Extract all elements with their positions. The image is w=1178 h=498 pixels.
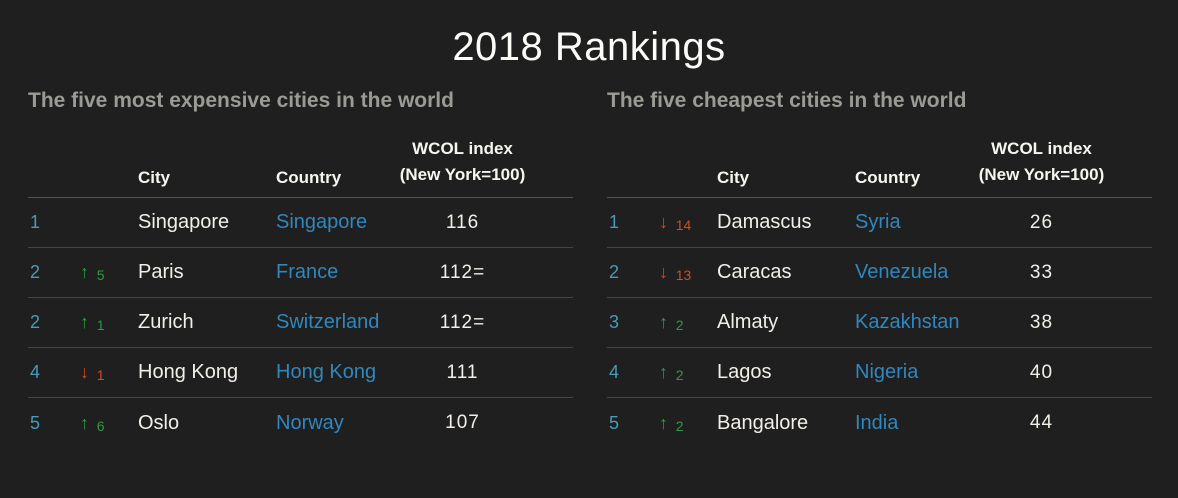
header-wcol-index-line1: WCOL index: [991, 139, 1092, 158]
header-city: City: [717, 168, 750, 187]
rank-change-amount: 2: [675, 417, 684, 434]
table-row: 4 ↓ 1 Hong Kong Hong Kong 111: [28, 348, 573, 398]
rank-change: ↓ 14: [659, 212, 717, 233]
rank-value: 5: [30, 412, 41, 433]
table-row: 5 ↑ 2 Bangalore India 44: [607, 398, 1152, 448]
rank-change-amount: 13: [675, 267, 692, 283]
up-arrow-icon: ↑: [659, 362, 668, 382]
header-wcol-index-line2: (New York=100): [399, 165, 526, 184]
down-arrow-icon: ↓: [659, 212, 668, 232]
header-wcol-index: WCOL index (New York=100): [971, 136, 1152, 188]
rank-change: ↑ 2: [659, 312, 717, 333]
table-row: 2 ↑ 5 Paris France 112=: [28, 248, 573, 298]
up-arrow-icon: ↑: [80, 412, 89, 433]
table-row: 1 ↓ 14 Damascus Syria 26: [607, 198, 1152, 248]
rank-change-amount: 6: [96, 417, 105, 434]
table-row: 5 ↑ 6 Oslo Norway 107: [28, 398, 573, 448]
table-header-row: City Country WCOL index (New York=100): [28, 114, 573, 198]
table-row: 4 ↑ 2 Lagos Nigeria 40: [607, 348, 1152, 398]
rank-value: 4: [609, 362, 620, 382]
city-name: Oslo: [138, 411, 180, 434]
wcol-index-value: 40: [1029, 361, 1054, 383]
rank-change-amount: 2: [675, 317, 684, 333]
rank-change: ↑ 5: [80, 262, 138, 283]
wcol-index-value: 112=: [439, 261, 486, 283]
header-wcol-index-line2: (New York=100): [978, 165, 1105, 184]
header-wcol-index: WCOL index (New York=100): [392, 136, 573, 188]
rankings-tables: The five most expensive cities in the wo…: [0, 88, 1178, 448]
header-city: City: [138, 168, 171, 187]
table-row: 1 Singapore Singapore 116: [28, 198, 573, 248]
page-title: 2018 Rankings: [452, 25, 726, 69]
rank-change-amount: 5: [96, 267, 105, 283]
wcol-index-value: 44: [1029, 412, 1054, 433]
rank-change: ↓ 1: [80, 362, 138, 383]
city-name: Hong Kong: [138, 361, 239, 383]
rank-change: ↑ 1: [80, 312, 138, 333]
wcol-index-value: 111: [446, 361, 479, 383]
table-row: 2 ↓ 13 Caracas Venezuela 33: [607, 248, 1152, 298]
rank-change-amount: 14: [675, 217, 692, 233]
rank-value: 1: [30, 212, 41, 232]
country-name: Switzerland: [276, 311, 380, 333]
up-arrow-icon: ↑: [80, 312, 89, 332]
rank-change: ↑ 2: [659, 413, 717, 434]
country-name: Singapore: [276, 211, 368, 233]
rank-value: 3: [609, 312, 620, 332]
header-country: Country: [276, 168, 342, 187]
country-name: Hong Kong: [276, 361, 377, 383]
country-name: Norway: [276, 411, 344, 434]
table-row: 2 ↑ 1 Zurich Switzerland 112=: [28, 298, 573, 348]
table-row: 3 ↑ 2 Almaty Kazakhstan 38: [607, 298, 1152, 348]
rank-change: ↑ 2: [659, 362, 717, 383]
wcol-index-value: 33: [1029, 261, 1054, 283]
country-name: Kazakhstan: [855, 311, 960, 333]
down-arrow-icon: ↓: [659, 262, 668, 282]
city-name: Bangalore: [717, 411, 809, 434]
rank-value: 5: [609, 412, 620, 433]
cheapest-table: The five cheapest cities in the world Ci…: [607, 88, 1152, 448]
wcol-index-value: 107: [445, 412, 480, 433]
rank-change: ↑ 6: [80, 413, 138, 434]
city-name: Damascus: [717, 211, 812, 233]
city-name: Caracas: [717, 261, 792, 283]
country-name: France: [276, 261, 339, 283]
country-name: Nigeria: [855, 361, 919, 383]
rank-change-amount: 2: [675, 367, 684, 383]
most-expensive-table: The five most expensive cities in the wo…: [28, 88, 573, 448]
down-arrow-icon: ↓: [80, 362, 89, 382]
rank-change-amount: 1: [96, 367, 105, 383]
table-subtitle: The five most expensive cities in the wo…: [28, 89, 454, 112]
rank-value: 2: [609, 262, 620, 282]
up-arrow-icon: ↑: [80, 262, 89, 282]
rank-value: 1: [609, 212, 620, 232]
city-name: Singapore: [138, 211, 230, 233]
city-name: Lagos: [717, 361, 772, 383]
wcol-index-value: 116: [445, 211, 480, 233]
city-name: Zurich: [138, 311, 194, 333]
table-header-row: City Country WCOL index (New York=100): [607, 114, 1152, 198]
city-name: Almaty: [717, 311, 779, 333]
country-name: Syria: [855, 211, 901, 233]
wcol-index-value: 26: [1029, 211, 1054, 233]
rank-value: 4: [30, 362, 41, 382]
city-name: Paris: [138, 261, 184, 283]
wcol-index-value: 38: [1029, 311, 1054, 333]
rank-change-amount: 1: [96, 317, 105, 333]
header-country: Country: [855, 168, 921, 187]
country-name: Venezuela: [855, 261, 949, 283]
header-wcol-index-line1: WCOL index: [412, 139, 513, 158]
wcol-index-value: 112=: [439, 311, 486, 333]
country-name: India: [855, 411, 899, 434]
rank-value: 2: [30, 312, 41, 332]
rank-change: ↓ 13: [659, 262, 717, 283]
up-arrow-icon: ↑: [659, 412, 668, 433]
table-subtitle: The five cheapest cities in the world: [607, 89, 967, 112]
rank-value: 2: [30, 262, 41, 282]
up-arrow-icon: ↑: [659, 312, 668, 332]
